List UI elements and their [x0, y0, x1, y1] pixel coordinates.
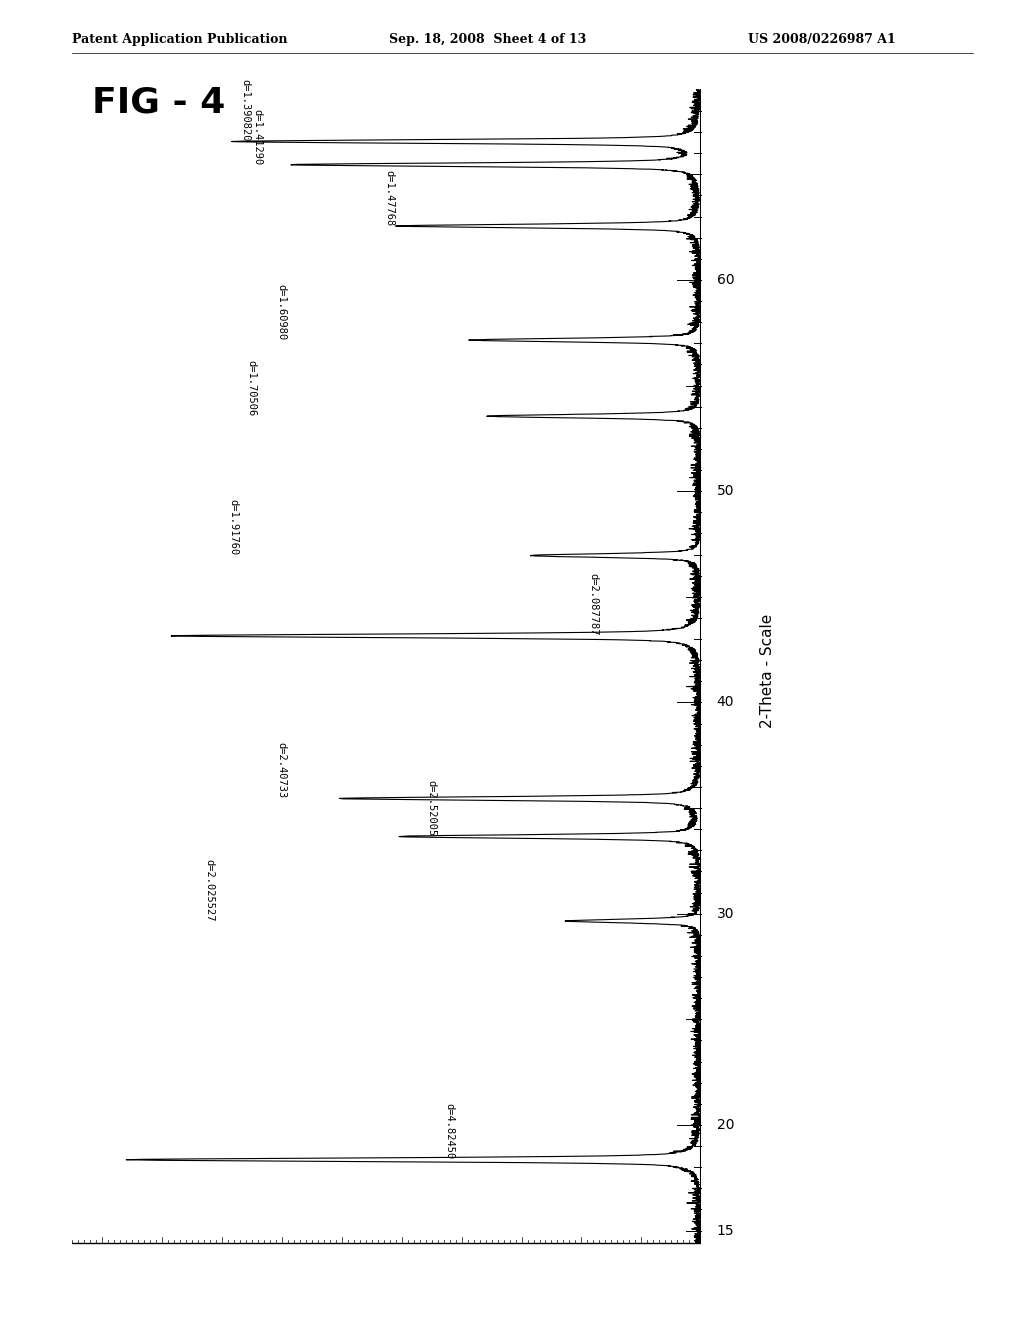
Text: Sep. 18, 2008  Sheet 4 of 13: Sep. 18, 2008 Sheet 4 of 13: [389, 33, 587, 46]
Text: d=2.40733: d=2.40733: [276, 742, 287, 799]
Text: 2-Theta - Scale: 2-Theta - Scale: [761, 614, 775, 727]
Text: 30: 30: [717, 907, 734, 920]
Text: d=1.41290: d=1.41290: [253, 108, 262, 165]
Text: 20: 20: [717, 1118, 734, 1131]
Text: Patent Application Publication: Patent Application Publication: [72, 33, 287, 46]
Text: 60: 60: [717, 273, 734, 286]
Text: FIG - 4: FIG - 4: [92, 86, 225, 120]
Text: d=1.47768: d=1.47768: [385, 170, 394, 226]
Text: 15: 15: [717, 1224, 734, 1238]
Text: d=4.82450: d=4.82450: [444, 1104, 455, 1160]
Text: d=1.60980: d=1.60980: [276, 284, 287, 341]
Text: d=1.390820: d=1.390820: [241, 79, 251, 141]
Text: d=2.025527: d=2.025527: [205, 858, 215, 921]
Text: 50: 50: [717, 484, 734, 498]
Text: US 2008/0226987 A1: US 2008/0226987 A1: [748, 33, 895, 46]
Text: d=1.70506: d=1.70506: [247, 360, 257, 416]
Text: d=2.52005: d=2.52005: [427, 780, 436, 837]
Text: d=1.91760: d=1.91760: [228, 499, 239, 556]
Text: d=2.087787: d=2.087787: [589, 573, 598, 636]
Text: 40: 40: [717, 696, 734, 709]
